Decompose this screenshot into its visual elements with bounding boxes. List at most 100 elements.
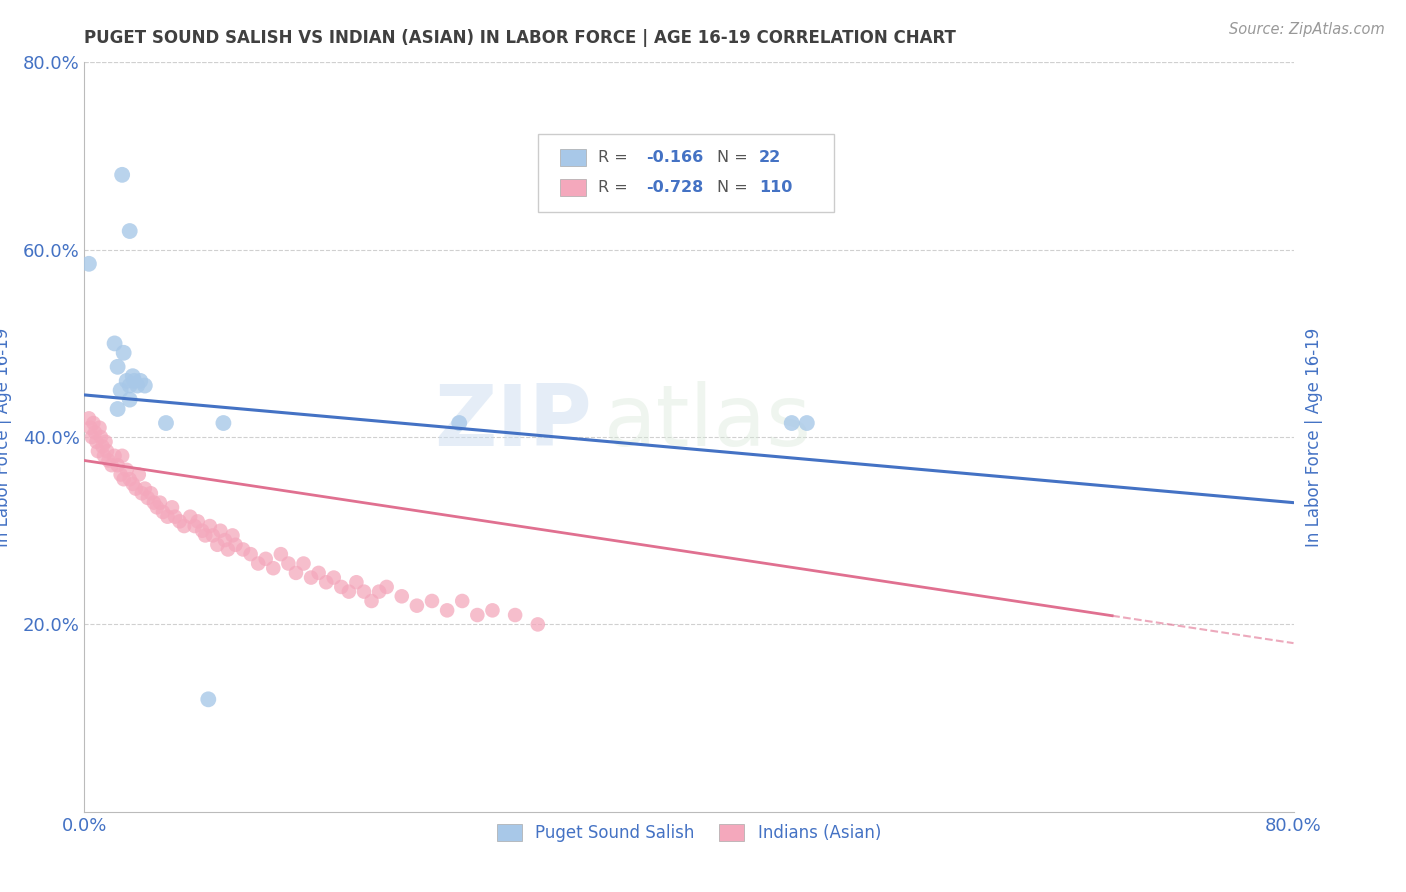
- Point: [179, 509, 201, 524]
- Point: [449, 416, 471, 430]
- Point: [191, 524, 214, 538]
- Point: [100, 458, 122, 473]
- Text: Source: ZipAtlas.com: Source: ZipAtlas.com: [1229, 22, 1385, 37]
- Text: N =: N =: [717, 180, 752, 195]
- Point: [212, 416, 235, 430]
- Point: [353, 584, 375, 599]
- Point: [82, 416, 104, 430]
- Text: PUGET SOUND SALISH VS INDIAN (ASIAN) IN LABOR FORCE | AGE 16-19 CORRELATION CHAR: PUGET SOUND SALISH VS INDIAN (ASIAN) IN …: [84, 29, 956, 47]
- Point: [87, 444, 110, 458]
- Point: [104, 449, 127, 463]
- Point: [198, 519, 221, 533]
- Point: [152, 505, 174, 519]
- Point: [481, 603, 503, 617]
- Point: [285, 566, 308, 580]
- Point: [121, 476, 143, 491]
- Point: [165, 509, 187, 524]
- Point: [406, 599, 429, 613]
- Point: [111, 168, 134, 182]
- Y-axis label: In Labor Force | Age 16-19: In Labor Force | Age 16-19: [1305, 327, 1323, 547]
- Point: [194, 528, 217, 542]
- Point: [77, 257, 100, 271]
- Point: [111, 449, 134, 463]
- Point: [127, 378, 149, 392]
- Point: [780, 416, 803, 430]
- FancyBboxPatch shape: [560, 149, 586, 166]
- Point: [221, 528, 243, 542]
- Point: [134, 378, 156, 392]
- Point: [121, 369, 143, 384]
- Point: [146, 500, 169, 515]
- Point: [292, 557, 315, 571]
- Point: [360, 594, 382, 608]
- Point: [225, 538, 247, 552]
- Text: N =: N =: [717, 150, 752, 165]
- Point: [503, 608, 526, 623]
- Point: [209, 524, 232, 538]
- Point: [142, 496, 165, 510]
- Point: [79, 421, 101, 435]
- Text: -0.728: -0.728: [647, 180, 704, 195]
- Point: [110, 384, 132, 398]
- Point: [187, 514, 209, 528]
- Point: [90, 430, 112, 444]
- Point: [131, 486, 153, 500]
- Point: [155, 416, 177, 430]
- Point: [391, 590, 413, 604]
- Text: -0.166: -0.166: [647, 150, 704, 165]
- Point: [183, 519, 205, 533]
- Point: [110, 467, 132, 482]
- Point: [118, 378, 141, 392]
- Point: [299, 571, 322, 585]
- Point: [254, 551, 277, 566]
- Point: [149, 496, 172, 510]
- Point: [527, 617, 550, 632]
- Point: [207, 538, 229, 552]
- Point: [112, 345, 135, 359]
- Point: [94, 434, 117, 449]
- Point: [156, 509, 179, 524]
- Point: [89, 421, 111, 435]
- Point: [197, 692, 219, 706]
- Point: [330, 580, 353, 594]
- Point: [107, 458, 129, 473]
- Point: [129, 374, 152, 388]
- Text: R =: R =: [599, 180, 633, 195]
- Point: [436, 603, 458, 617]
- Point: [217, 542, 239, 557]
- Point: [322, 571, 344, 585]
- Point: [122, 374, 145, 388]
- Point: [134, 482, 156, 496]
- FancyBboxPatch shape: [538, 134, 834, 212]
- Point: [128, 467, 150, 482]
- Point: [277, 557, 299, 571]
- Point: [115, 374, 138, 388]
- Point: [118, 392, 141, 407]
- Point: [201, 528, 224, 542]
- Point: [118, 472, 141, 486]
- Point: [239, 547, 262, 561]
- Point: [420, 594, 443, 608]
- Point: [308, 566, 330, 580]
- Point: [107, 401, 129, 416]
- Point: [118, 224, 141, 238]
- Point: [232, 542, 254, 557]
- Point: [112, 472, 135, 486]
- Text: atlas: atlas: [605, 381, 813, 464]
- Point: [97, 453, 120, 467]
- Point: [173, 519, 195, 533]
- Point: [375, 580, 398, 594]
- Point: [104, 336, 127, 351]
- Point: [136, 491, 159, 505]
- Point: [262, 561, 284, 575]
- Point: [451, 594, 474, 608]
- Point: [91, 440, 114, 453]
- Text: 110: 110: [759, 180, 793, 195]
- Point: [125, 482, 148, 496]
- Text: R =: R =: [599, 150, 633, 165]
- Point: [796, 416, 818, 430]
- Text: ZIP: ZIP: [434, 381, 592, 464]
- Point: [467, 608, 489, 623]
- Point: [368, 584, 391, 599]
- Point: [337, 584, 360, 599]
